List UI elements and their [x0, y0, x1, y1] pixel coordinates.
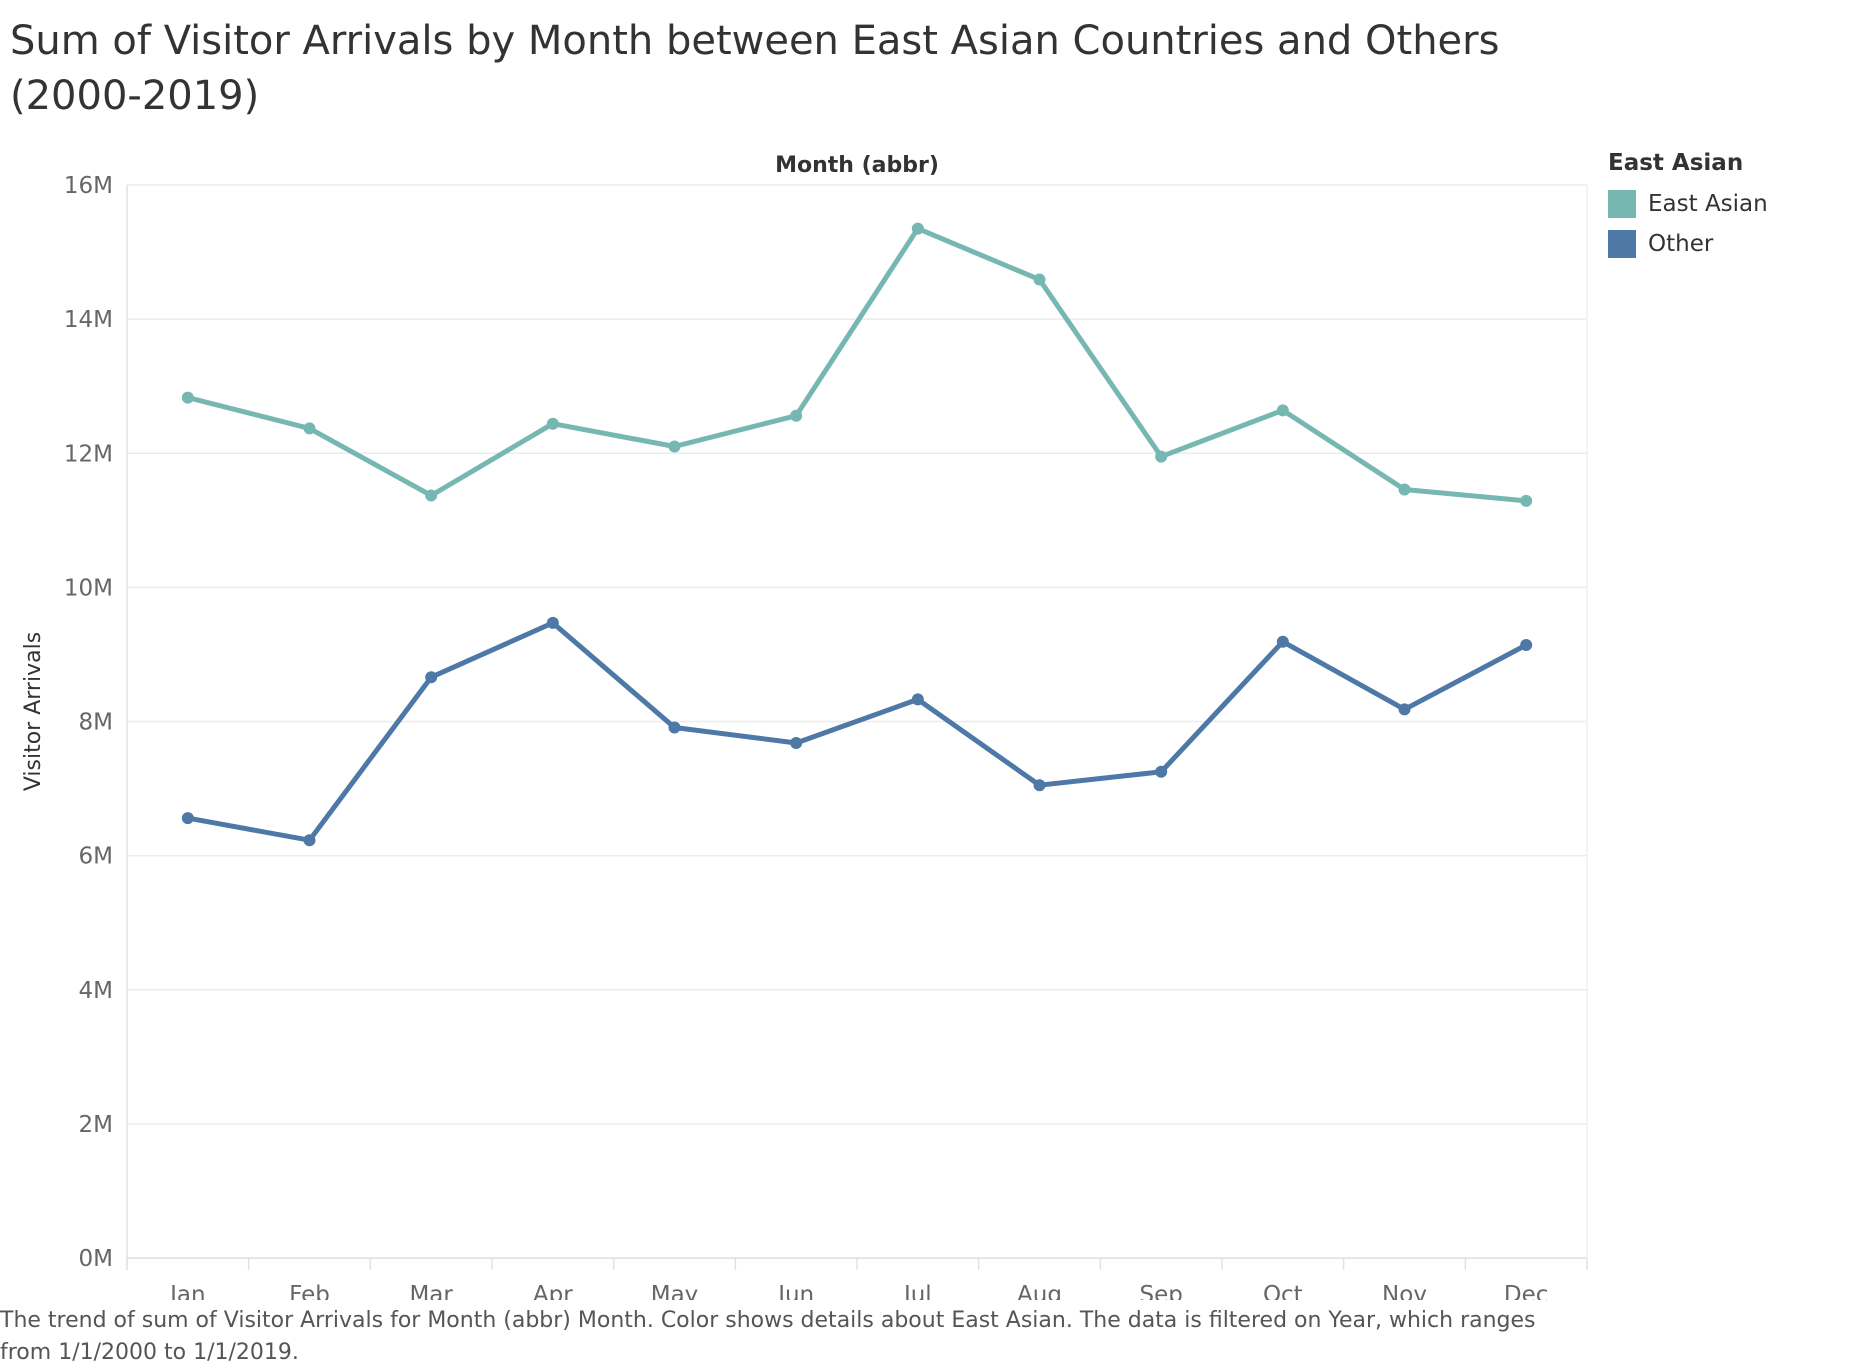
- x-tick-label: Apr: [533, 1282, 573, 1300]
- data-point[interactable]: [790, 736, 803, 749]
- data-point[interactable]: [303, 422, 316, 435]
- data-point[interactable]: [181, 391, 194, 404]
- y-tick-labels: 0M 2M 4M 6M 8M 10M 12M 14M 16M: [64, 173, 113, 1272]
- data-point[interactable]: [1155, 450, 1168, 463]
- y-tick-label: 6M: [79, 844, 113, 870]
- x-tick-label: Mar: [409, 1282, 453, 1300]
- y-tick-label: 8M: [79, 710, 113, 736]
- chart-caption: The trend of sum of Visitor Arrivals for…: [0, 1308, 1536, 1365]
- series-lines: [181, 222, 1533, 847]
- x-tick-label: Nov: [1382, 1282, 1427, 1300]
- data-point[interactable]: [1398, 703, 1411, 716]
- x-tick-label: Feb: [289, 1282, 330, 1300]
- legend-title: East Asian: [1608, 150, 1744, 176]
- data-point[interactable]: [1520, 639, 1533, 652]
- x-tick-label: Dec: [1504, 1282, 1549, 1300]
- data-point[interactable]: [181, 812, 194, 825]
- data-point[interactable]: [911, 693, 924, 706]
- data-point[interactable]: [790, 409, 803, 422]
- y-tick-label: 2M: [79, 1112, 113, 1138]
- series-line: [185, 620, 1529, 843]
- data-point[interactable]: [546, 616, 559, 629]
- series-east-asian: [181, 222, 1533, 507]
- x-tick-label: Sep: [1139, 1282, 1182, 1300]
- series-other: [181, 616, 1533, 847]
- data-point[interactable]: [1276, 404, 1289, 417]
- series-line: [185, 226, 1529, 504]
- x-tick-label: May: [651, 1282, 699, 1300]
- data-point[interactable]: [1520, 494, 1533, 507]
- x-tick-label: Jan: [168, 1282, 205, 1300]
- data-point[interactable]: [303, 834, 316, 847]
- legend-swatch: [1608, 230, 1636, 258]
- data-point[interactable]: [546, 417, 559, 430]
- data-point[interactable]: [1398, 483, 1411, 496]
- x-tick-label: Jul: [902, 1282, 932, 1300]
- data-point[interactable]: [668, 721, 681, 734]
- legend-item-east-asian[interactable]: East Asian: [1608, 184, 1768, 224]
- y-tick-label: 10M: [64, 575, 113, 601]
- legend: East Asian East Asian Other: [1608, 150, 1768, 264]
- data-point[interactable]: [668, 440, 681, 453]
- data-point[interactable]: [1033, 779, 1046, 792]
- y-tick-label: 14M: [64, 307, 113, 333]
- line-chart: 0M 2M 4M 6M 8M 10M 12M 14M 16M Jan Feb Mar Apr May Ju…: [21, 153, 1588, 1300]
- x-tick-label: Jun: [776, 1282, 814, 1300]
- y-tick-label: 4M: [79, 978, 113, 1004]
- legend-swatch: [1608, 190, 1636, 218]
- x-tick-label: Aug: [1017, 1282, 1062, 1300]
- data-point[interactable]: [1155, 765, 1168, 778]
- axes: [126, 185, 1588, 1270]
- x-tick-labels: Jan Feb Mar Apr May Jun Jul Aug Sep Oct Nov Dec: [168, 1282, 1548, 1300]
- data-point[interactable]: [911, 222, 924, 235]
- data-point[interactable]: [1276, 635, 1289, 648]
- x-tick-label: Oct: [1263, 1282, 1303, 1300]
- data-point[interactable]: [1033, 273, 1046, 286]
- legend-label: Other: [1648, 231, 1714, 257]
- x-axis-title: Month (abbr): [775, 153, 939, 178]
- y-tick-label: 16M: [64, 173, 113, 199]
- legend-label: East Asian: [1648, 191, 1768, 217]
- data-point[interactable]: [425, 489, 438, 502]
- legend-item-other[interactable]: Other: [1608, 224, 1768, 264]
- y-tick-label: 0M: [79, 1246, 113, 1272]
- data-point[interactable]: [425, 671, 438, 684]
- y-axis-title: Visitor Arrivals: [21, 632, 46, 791]
- y-tick-label: 12M: [64, 441, 113, 467]
- chart-title: Sum of Visitor Arrivals by Month between…: [10, 18, 1500, 119]
